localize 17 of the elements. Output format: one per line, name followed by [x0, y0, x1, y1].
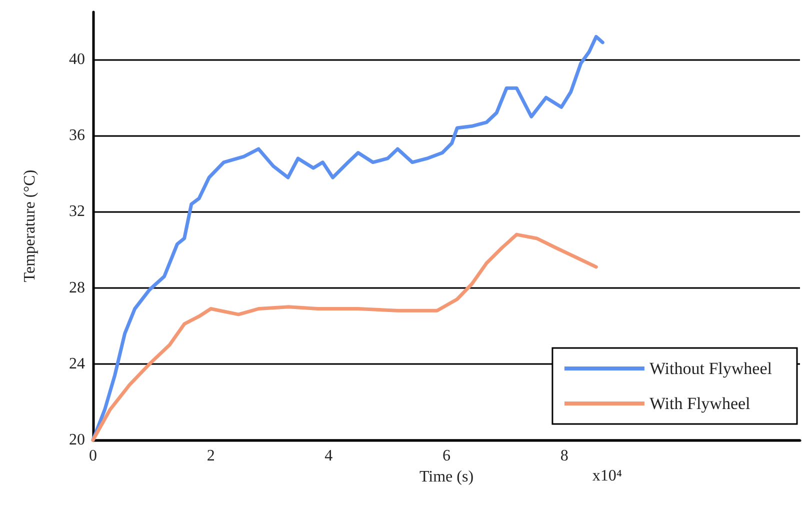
y-tick-label: 40 — [69, 51, 85, 68]
x-tick-label: 8 — [560, 448, 568, 464]
y-tick-label: 32 — [69, 203, 85, 220]
y-tick-label: 24 — [69, 355, 85, 372]
x-tick-label: 0 — [89, 448, 97, 464]
text: x10⁴ — [592, 468, 622, 484]
x-tick-label: 2 — [206, 448, 215, 464]
x-tick-label: 6 — [442, 448, 450, 464]
line-series — [91, 232, 598, 442]
y-tick-label: 36 — [69, 127, 85, 144]
y-tick-label: 28 — [69, 279, 85, 296]
legend-label: With Flywheel — [649, 394, 751, 413]
legend-label: Without Flywheel — [649, 359, 772, 378]
x-axis-title: Time (s) — [419, 468, 474, 486]
x-tick-label: 4 — [324, 448, 333, 464]
y-tick-label: 20 — [69, 432, 85, 448]
y-axis-title: Temperature (°C) — [22, 170, 38, 282]
